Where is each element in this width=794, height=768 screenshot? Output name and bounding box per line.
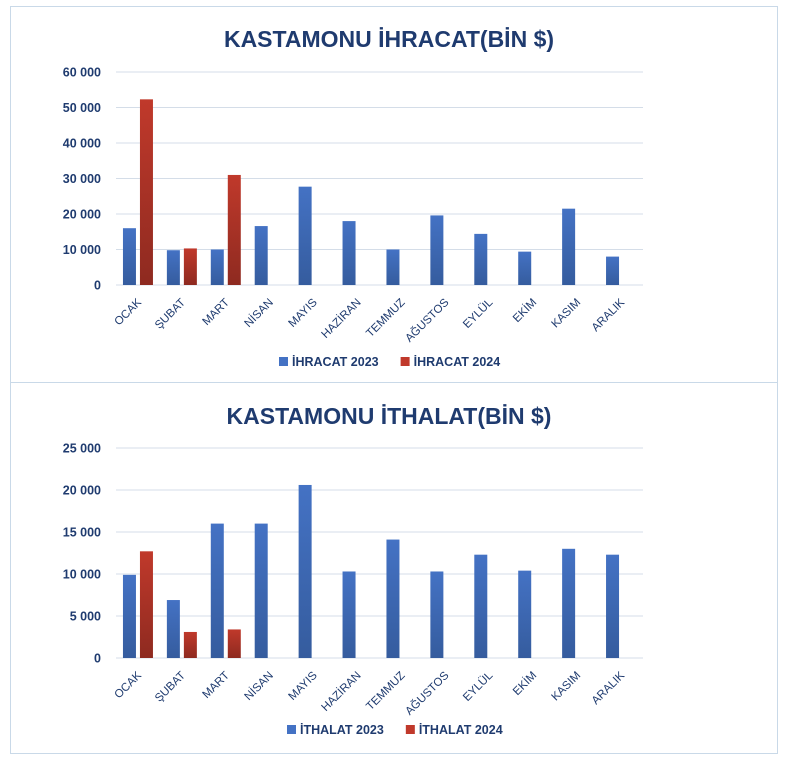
bar-i̇hracat-2023-5 [342,221,356,285]
bar-i̇hracat-2023-1 [166,250,180,285]
x-tick-label: MART [201,670,232,701]
y-tick-label: 0 [94,652,101,666]
import-chart-panel: KASTAMONU İTHALAT(BİN $) 0 5 000 10 000 15 0… [10,382,778,754]
x-tick-label: ŞUBAT [153,297,188,332]
bar-i̇thalat-2023-11 [606,554,620,658]
bar-i̇thalat-2023-4 [298,484,312,658]
bar-i̇hracat-2023-0 [122,228,136,285]
x-tick-label: AĞUSTOS [403,669,452,718]
x-tick-label: EKİM [510,296,539,325]
y-tick-label: 0 [94,279,101,293]
y-tick-label: 15 000 [63,526,101,540]
bar-i̇hracat-2023-3 [254,226,268,285]
legend-label: İTHALAT 2023 [300,722,384,737]
y-tick-label: 50 000 [63,101,101,115]
legend-swatch [287,725,296,734]
bar-i̇thalat-2023-8 [474,554,488,658]
bar-i̇thalat-2023-9 [518,570,532,658]
x-tick-label: NİSAN [242,296,276,330]
y-tick-label: 20 000 [63,208,101,222]
x-tick-label: TEMMUZ [364,297,407,340]
bar-i̇thalat-2023-10 [562,548,576,658]
x-tick-label: EYLÜL [461,296,496,331]
x-tick-label: ARALIK [590,296,628,334]
x-tick-label: ARALIK [590,669,628,707]
legend-swatch [400,357,410,366]
y-tick-label: 5 000 [70,610,101,624]
x-tick-label: KASIM [549,670,583,704]
bar-i̇hracat-2023-9 [518,251,532,285]
y-tick-label: 40 000 [63,137,101,151]
chart-title: KASTAMONU İTHALAT(BİN $) [227,403,552,429]
bar-i̇hracat-2024-2 [227,174,241,285]
legend-swatch [405,725,415,734]
y-tick-label: 10 000 [63,243,101,257]
bar-i̇hracat-2023-8 [474,233,488,285]
x-tick-label: OCAK [113,296,145,328]
y-tick-label: 30 000 [63,172,101,186]
x-tick-label: MAYIS [287,669,320,702]
bar-i̇hracat-2024-1 [183,248,197,285]
x-tick-label: TEMMUZ [364,670,407,713]
legend-label: İTHALAT 2024 [419,722,503,737]
x-tick-label: EYLÜL [461,669,496,704]
x-tick-label: KASIM [549,297,583,331]
x-tick-label: HAZİRAN [319,296,364,341]
import-chart: KASTAMONU İTHALAT(BİN $) 0 5 000 10 000 15 0… [63,403,643,737]
bar-i̇thalat-2023-0 [122,574,136,658]
bar-i̇thalat-2023-7 [430,571,444,658]
x-tick-label: NİSAN [242,669,276,703]
legend-label: İHRACAT 2024 [414,354,501,369]
bar-i̇thalat-2023-2 [210,523,224,658]
y-tick-label: 25 000 [63,442,101,456]
bar-i̇thalat-2023-6 [386,539,400,658]
bar-i̇hracat-2023-4 [298,186,312,285]
bar-i̇hracat-2023-6 [386,249,400,285]
bar-i̇thalat-2023-1 [166,600,180,658]
bar-i̇thalat-2024-2 [227,629,241,658]
bar-i̇thalat-2024-0 [139,551,153,658]
x-tick-label: AĞUSTOS [403,296,452,345]
legend-label: İHRACAT 2023 [292,354,379,369]
x-tick-label: OCAK [113,669,145,701]
x-tick-label: HAZİRAN [319,669,364,714]
bar-i̇hracat-2023-10 [562,208,576,285]
x-tick-label: MART [201,297,232,328]
y-tick-label: 60 000 [63,66,101,80]
x-tick-label: ŞUBAT [153,670,188,705]
x-tick-label: MAYIS [287,296,320,329]
bar-i̇thalat-2023-5 [342,571,356,658]
y-tick-label: 20 000 [63,484,101,498]
export-chart: KASTAMONU İHRACAT(BİN $) 0 10 000 20 000 30 … [63,26,643,369]
x-tick-label: EKİM [510,669,539,698]
legend-swatch [279,357,288,366]
y-tick-label: 10 000 [63,568,101,582]
export-chart-panel: KASTAMONU İHRACAT(BİN $) 0 10 000 20 000 30 … [10,6,778,384]
bar-i̇thalat-2023-3 [254,523,268,658]
bar-i̇hracat-2024-0 [139,99,153,286]
bar-i̇thalat-2024-1 [183,631,197,658]
bar-i̇hracat-2023-7 [430,215,444,285]
bar-i̇hracat-2023-11 [606,256,620,285]
chart-title: KASTAMONU İHRACAT(BİN $) [224,26,554,52]
bar-i̇hracat-2023-2 [210,249,224,285]
